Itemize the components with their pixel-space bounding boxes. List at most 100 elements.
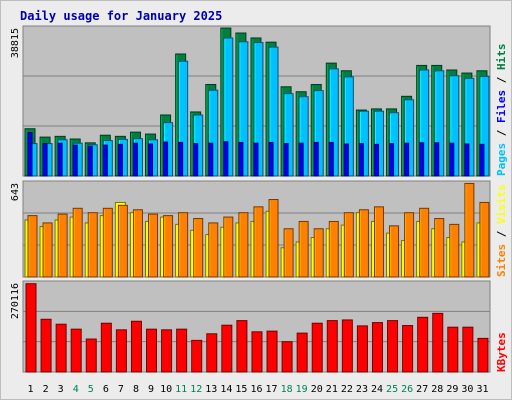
day-label-21: 21 <box>326 384 338 395</box>
bar-sites-day-27 <box>419 207 430 278</box>
bar-pages-day-5 <box>87 145 93 177</box>
bar-pages-day-22 <box>343 143 349 177</box>
bar-pages-day-8 <box>132 142 138 177</box>
day-label-28: 28 <box>431 384 443 395</box>
bar-kbytes-day-11 <box>176 328 188 373</box>
bar-kbytes-day-12 <box>191 339 203 373</box>
day-label-2: 2 <box>43 384 49 395</box>
bar-sites-day-15 <box>238 212 249 278</box>
legend-separator: / <box>495 70 508 90</box>
bar-kbytes-day-20 <box>311 322 323 373</box>
bar-kbytes-day-18 <box>281 341 293 373</box>
bar-sites-day-8 <box>132 209 143 278</box>
day-label-12: 12 <box>190 384 202 395</box>
day-label-9: 9 <box>148 384 154 395</box>
panel-2-legend: Sites / Visits <box>495 184 508 277</box>
bar-sites-day-29 <box>449 223 460 278</box>
bar-sites-day-25 <box>389 225 400 278</box>
panel-1-max-label: 38815 <box>10 28 21 58</box>
bar-pages-day-4 <box>72 144 78 177</box>
panel-1: 38815 Pages / Files / Hits <box>10 25 508 177</box>
bar-kbytes-day-4 <box>70 328 82 373</box>
bar-sites-day-3 <box>57 213 68 278</box>
day-label-1: 1 <box>28 384 34 395</box>
bar-kbytes-day-9 <box>146 328 158 373</box>
bar-pages-day-29 <box>449 142 455 177</box>
bar-pages-day-11 <box>178 141 184 177</box>
bar-pages-day-3 <box>57 142 63 177</box>
bar-kbytes-day-8 <box>130 320 142 373</box>
day-label-24: 24 <box>371 384 383 395</box>
day-label-8: 8 <box>133 384 139 395</box>
bar-pages-day-12 <box>193 143 199 177</box>
bar-kbytes-day-14 <box>221 324 233 373</box>
bar-pages-day-21 <box>328 141 334 177</box>
bar-pages-day-2 <box>42 143 48 177</box>
chart-title: Daily usage for January 2025 <box>20 9 222 23</box>
bar-sites-day-7 <box>117 204 128 278</box>
bar-pages-day-23 <box>358 143 364 177</box>
bar-kbytes-day-27 <box>417 316 429 373</box>
bar-sites-day-14 <box>223 216 234 278</box>
bar-sites-day-2 <box>42 222 53 278</box>
bar-pages-day-31 <box>479 143 485 177</box>
day-label-10: 10 <box>160 384 172 395</box>
bar-sites-day-24 <box>373 206 384 278</box>
bar-sites-day-28 <box>434 218 445 278</box>
bar-pages-day-1 <box>27 132 33 177</box>
bar-pages-day-10 <box>163 141 169 177</box>
bar-sites-day-26 <box>404 212 415 278</box>
legend-files: Files <box>495 90 508 123</box>
bar-kbytes-day-28 <box>432 312 444 373</box>
bar-kbytes-day-17 <box>266 330 278 373</box>
bar-sites-day-30 <box>464 182 475 278</box>
bar-kbytes-day-6 <box>100 322 112 373</box>
bar-sites-day-23 <box>358 209 369 278</box>
bar-pages-day-28 <box>434 142 440 177</box>
bar-kbytes-day-24 <box>371 322 383 373</box>
bar-pages-day-6 <box>102 144 108 177</box>
bar-pages-day-30 <box>464 143 470 177</box>
bar-kbytes-day-1 <box>25 283 37 373</box>
day-label-29: 29 <box>446 384 458 395</box>
panel-1-legend: Pages / Files / Hits <box>495 44 508 177</box>
bar-sites-day-1 <box>27 215 38 278</box>
day-label-22: 22 <box>341 384 353 395</box>
day-label-4: 4 <box>73 384 79 395</box>
bar-kbytes-day-30 <box>462 326 474 373</box>
bar-kbytes-day-2 <box>40 318 52 373</box>
bar-pages-day-26 <box>404 142 410 177</box>
bar-kbytes-day-3 <box>55 323 67 373</box>
panel-2: 643 Sites / Visits <box>10 180 508 278</box>
bar-kbytes-day-25 <box>387 320 399 373</box>
bar-kbytes-day-19 <box>296 332 308 373</box>
day-label-15: 15 <box>235 384 247 395</box>
bar-pages-day-25 <box>389 143 395 177</box>
day-label-7: 7 <box>118 384 124 395</box>
bar-kbytes-day-16 <box>251 331 263 373</box>
panel-3-max-label: 270116 <box>10 283 21 319</box>
legend-kbytes: KBytes <box>495 332 508 372</box>
bar-kbytes-day-31 <box>477 337 489 373</box>
bar-pages-day-15 <box>238 141 244 177</box>
day-label-11: 11 <box>175 384 187 395</box>
bar-kbytes-day-21 <box>326 320 338 373</box>
bar-kbytes-day-7 <box>115 329 127 373</box>
bar-sites-day-9 <box>148 213 159 278</box>
bar-pages-day-13 <box>208 142 214 177</box>
panel-3: 270116 KBytes <box>10 280 508 373</box>
bar-sites-day-22 <box>343 212 354 278</box>
bar-sites-day-12 <box>193 218 204 278</box>
day-label-18: 18 <box>281 384 293 395</box>
bar-kbytes-day-22 <box>341 319 353 373</box>
bar-kbytes-day-10 <box>161 329 173 373</box>
day-label-25: 25 <box>386 384 398 395</box>
bar-kbytes-day-5 <box>85 338 97 373</box>
day-label-27: 27 <box>416 384 428 395</box>
day-label-5: 5 <box>88 384 94 395</box>
bar-sites-day-6 <box>102 207 113 278</box>
day-label-13: 13 <box>205 384 217 395</box>
bar-kbytes-day-26 <box>402 325 414 373</box>
day-label-17: 17 <box>266 384 278 395</box>
day-label-14: 14 <box>220 384 232 395</box>
